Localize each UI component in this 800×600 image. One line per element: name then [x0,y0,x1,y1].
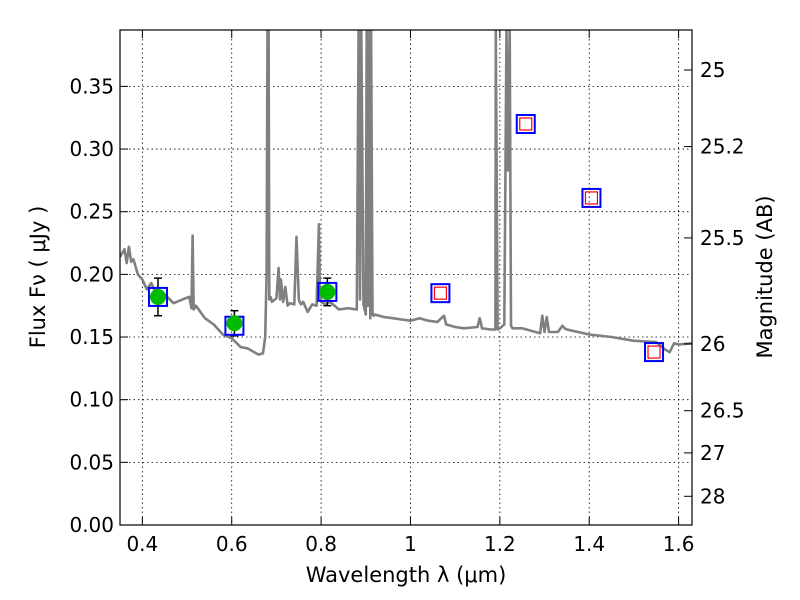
y-tick-label: 0.05 [69,450,114,474]
y2-tick-label: 28 [700,484,725,508]
grid [120,30,692,526]
x-tick-label: 1 [404,532,417,556]
y2-tick-label: 25.2 [700,135,745,159]
observed-flux-point [319,283,336,300]
y-tick-label: 0.30 [69,137,114,161]
model-photometry-box [430,283,451,304]
model-photometry-box [581,187,602,208]
plot-frame [119,29,693,526]
x-tick-label: 0.6 [216,532,248,556]
y2-tick-label: 25.5 [700,226,745,250]
model-spectrum-line [120,30,692,356]
y-tick-label: 0.35 [69,74,114,98]
y2-tick-label: 25 [700,58,725,82]
y-tick-label: 0.15 [69,325,114,349]
y-tick-label: 0.25 [69,200,114,224]
model-photometry-box [147,286,168,307]
predicted-flux-marker [584,191,599,205]
model-photometry-box [515,113,536,134]
predicted-flux-marker [647,345,661,359]
model-photometry-box [644,342,665,363]
observed-flux-point [149,288,166,305]
plot-background [120,30,692,525]
y2-tick-label: 26.5 [700,399,745,423]
predicted-flux-marker [519,117,533,131]
y-tick-label: 0.20 [69,262,114,286]
y2-tick-label: 26 [700,332,725,356]
x-tick-label: 1.2 [484,532,516,556]
photometry-markers [147,113,665,363]
x-tick-label: 0.8 [305,532,337,556]
y-tick-label: 0.10 [69,388,114,412]
y2-tick-label: 27 [700,441,725,465]
y2-axis-label: Magnitude (AB) [753,195,777,358]
axis-ticks: 0.4 0.6 0.8 1 1.2 1.4 1.6 0.00 0.05 0.10 0.15 0.20 0… [69,30,745,556]
x-axis-label: Wavelength λ (μm) [306,563,507,587]
predicted-flux-marker [433,286,448,300]
y-tick-label: 0.00 [69,513,114,537]
observed-flux-point [226,315,243,332]
model-photometry-box [317,281,338,302]
y-axis-label: Flux Fν ( μJy ) [26,206,50,349]
model-spectrum-layer [120,30,692,356]
x-tick-label: 1.6 [663,532,695,556]
x-tick-label: 0.4 [126,532,158,556]
x-tick-label: 1.4 [573,532,605,556]
